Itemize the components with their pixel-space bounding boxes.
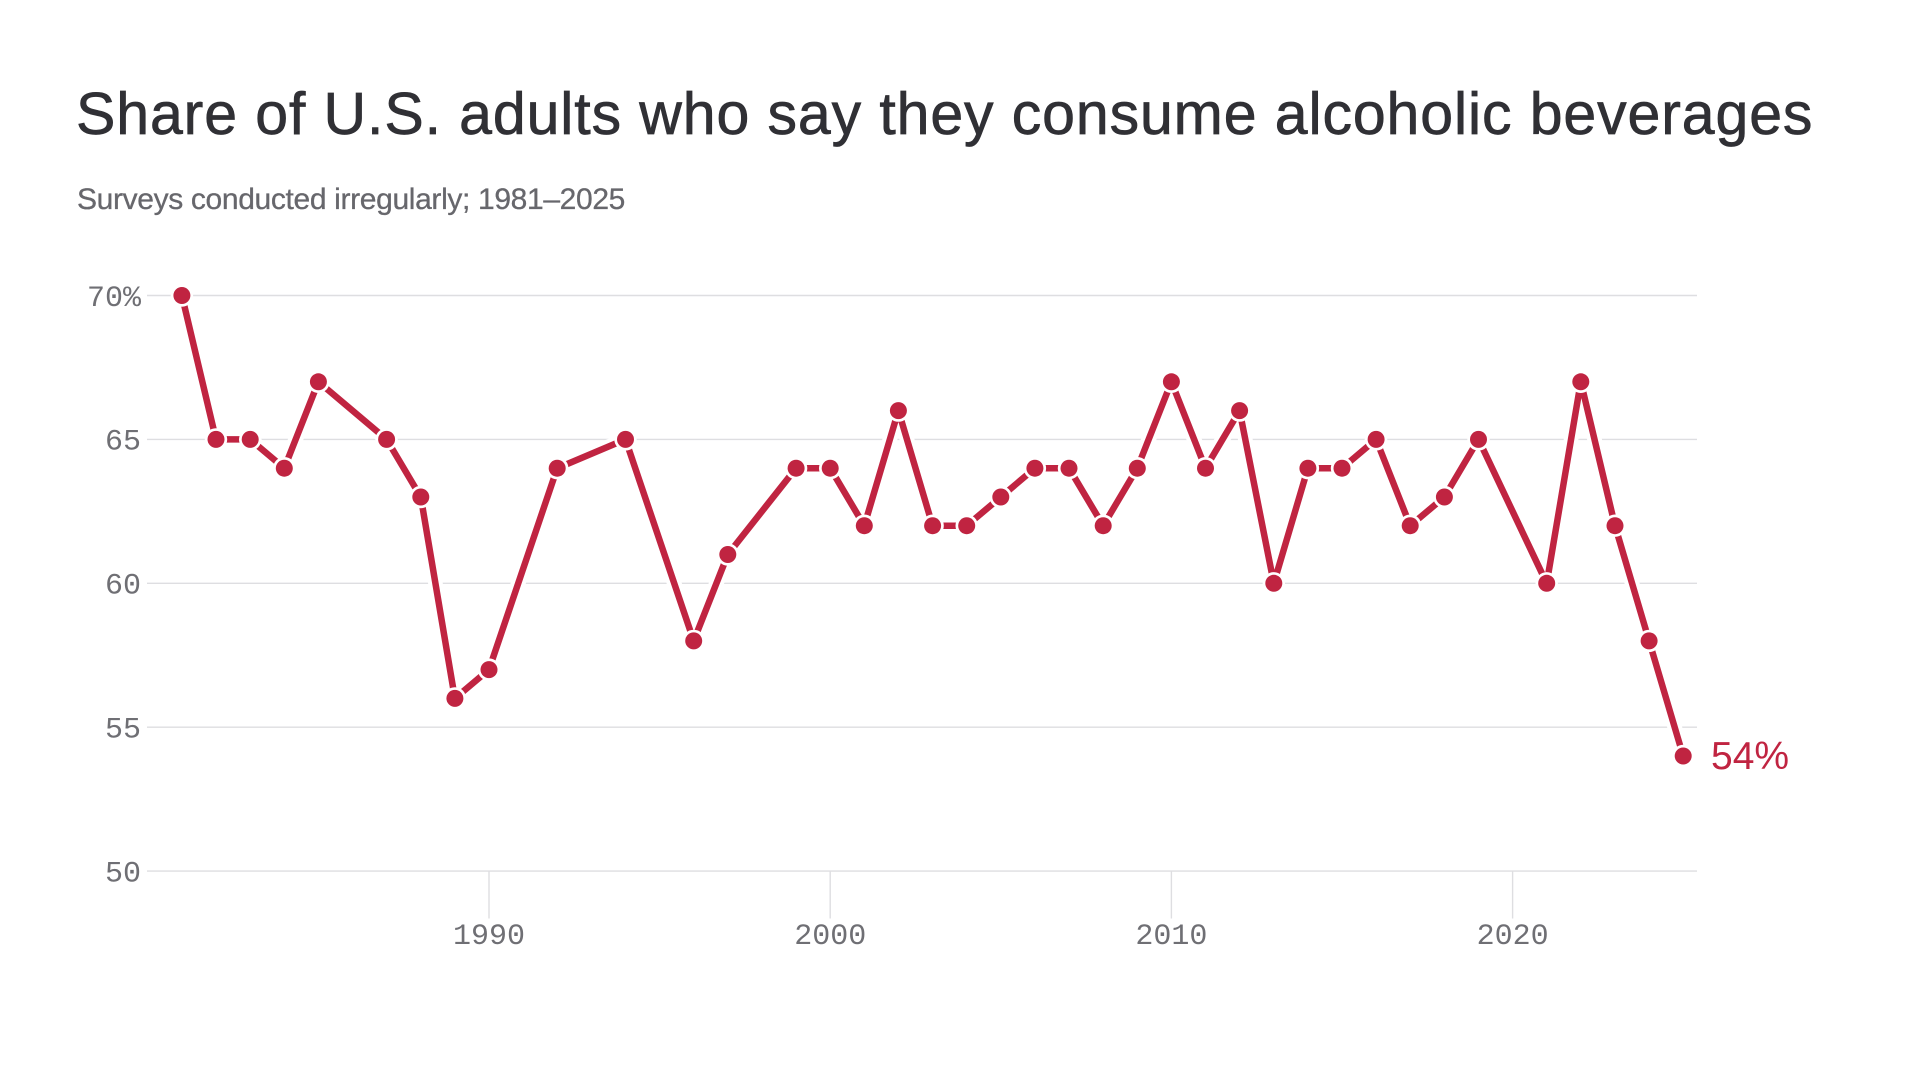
svg-text:2020: 2020 xyxy=(1477,920,1549,954)
svg-text:60: 60 xyxy=(105,570,141,604)
svg-text:1990: 1990 xyxy=(453,920,525,954)
svg-text:2010: 2010 xyxy=(1135,920,1207,954)
svg-text:55: 55 xyxy=(105,714,141,748)
svg-text:65: 65 xyxy=(105,426,141,460)
svg-text:2000: 2000 xyxy=(794,920,866,954)
svg-text:70%: 70% xyxy=(87,282,142,316)
svg-text:50: 50 xyxy=(105,857,141,891)
svg-text:54%: 54% xyxy=(1711,735,1789,778)
